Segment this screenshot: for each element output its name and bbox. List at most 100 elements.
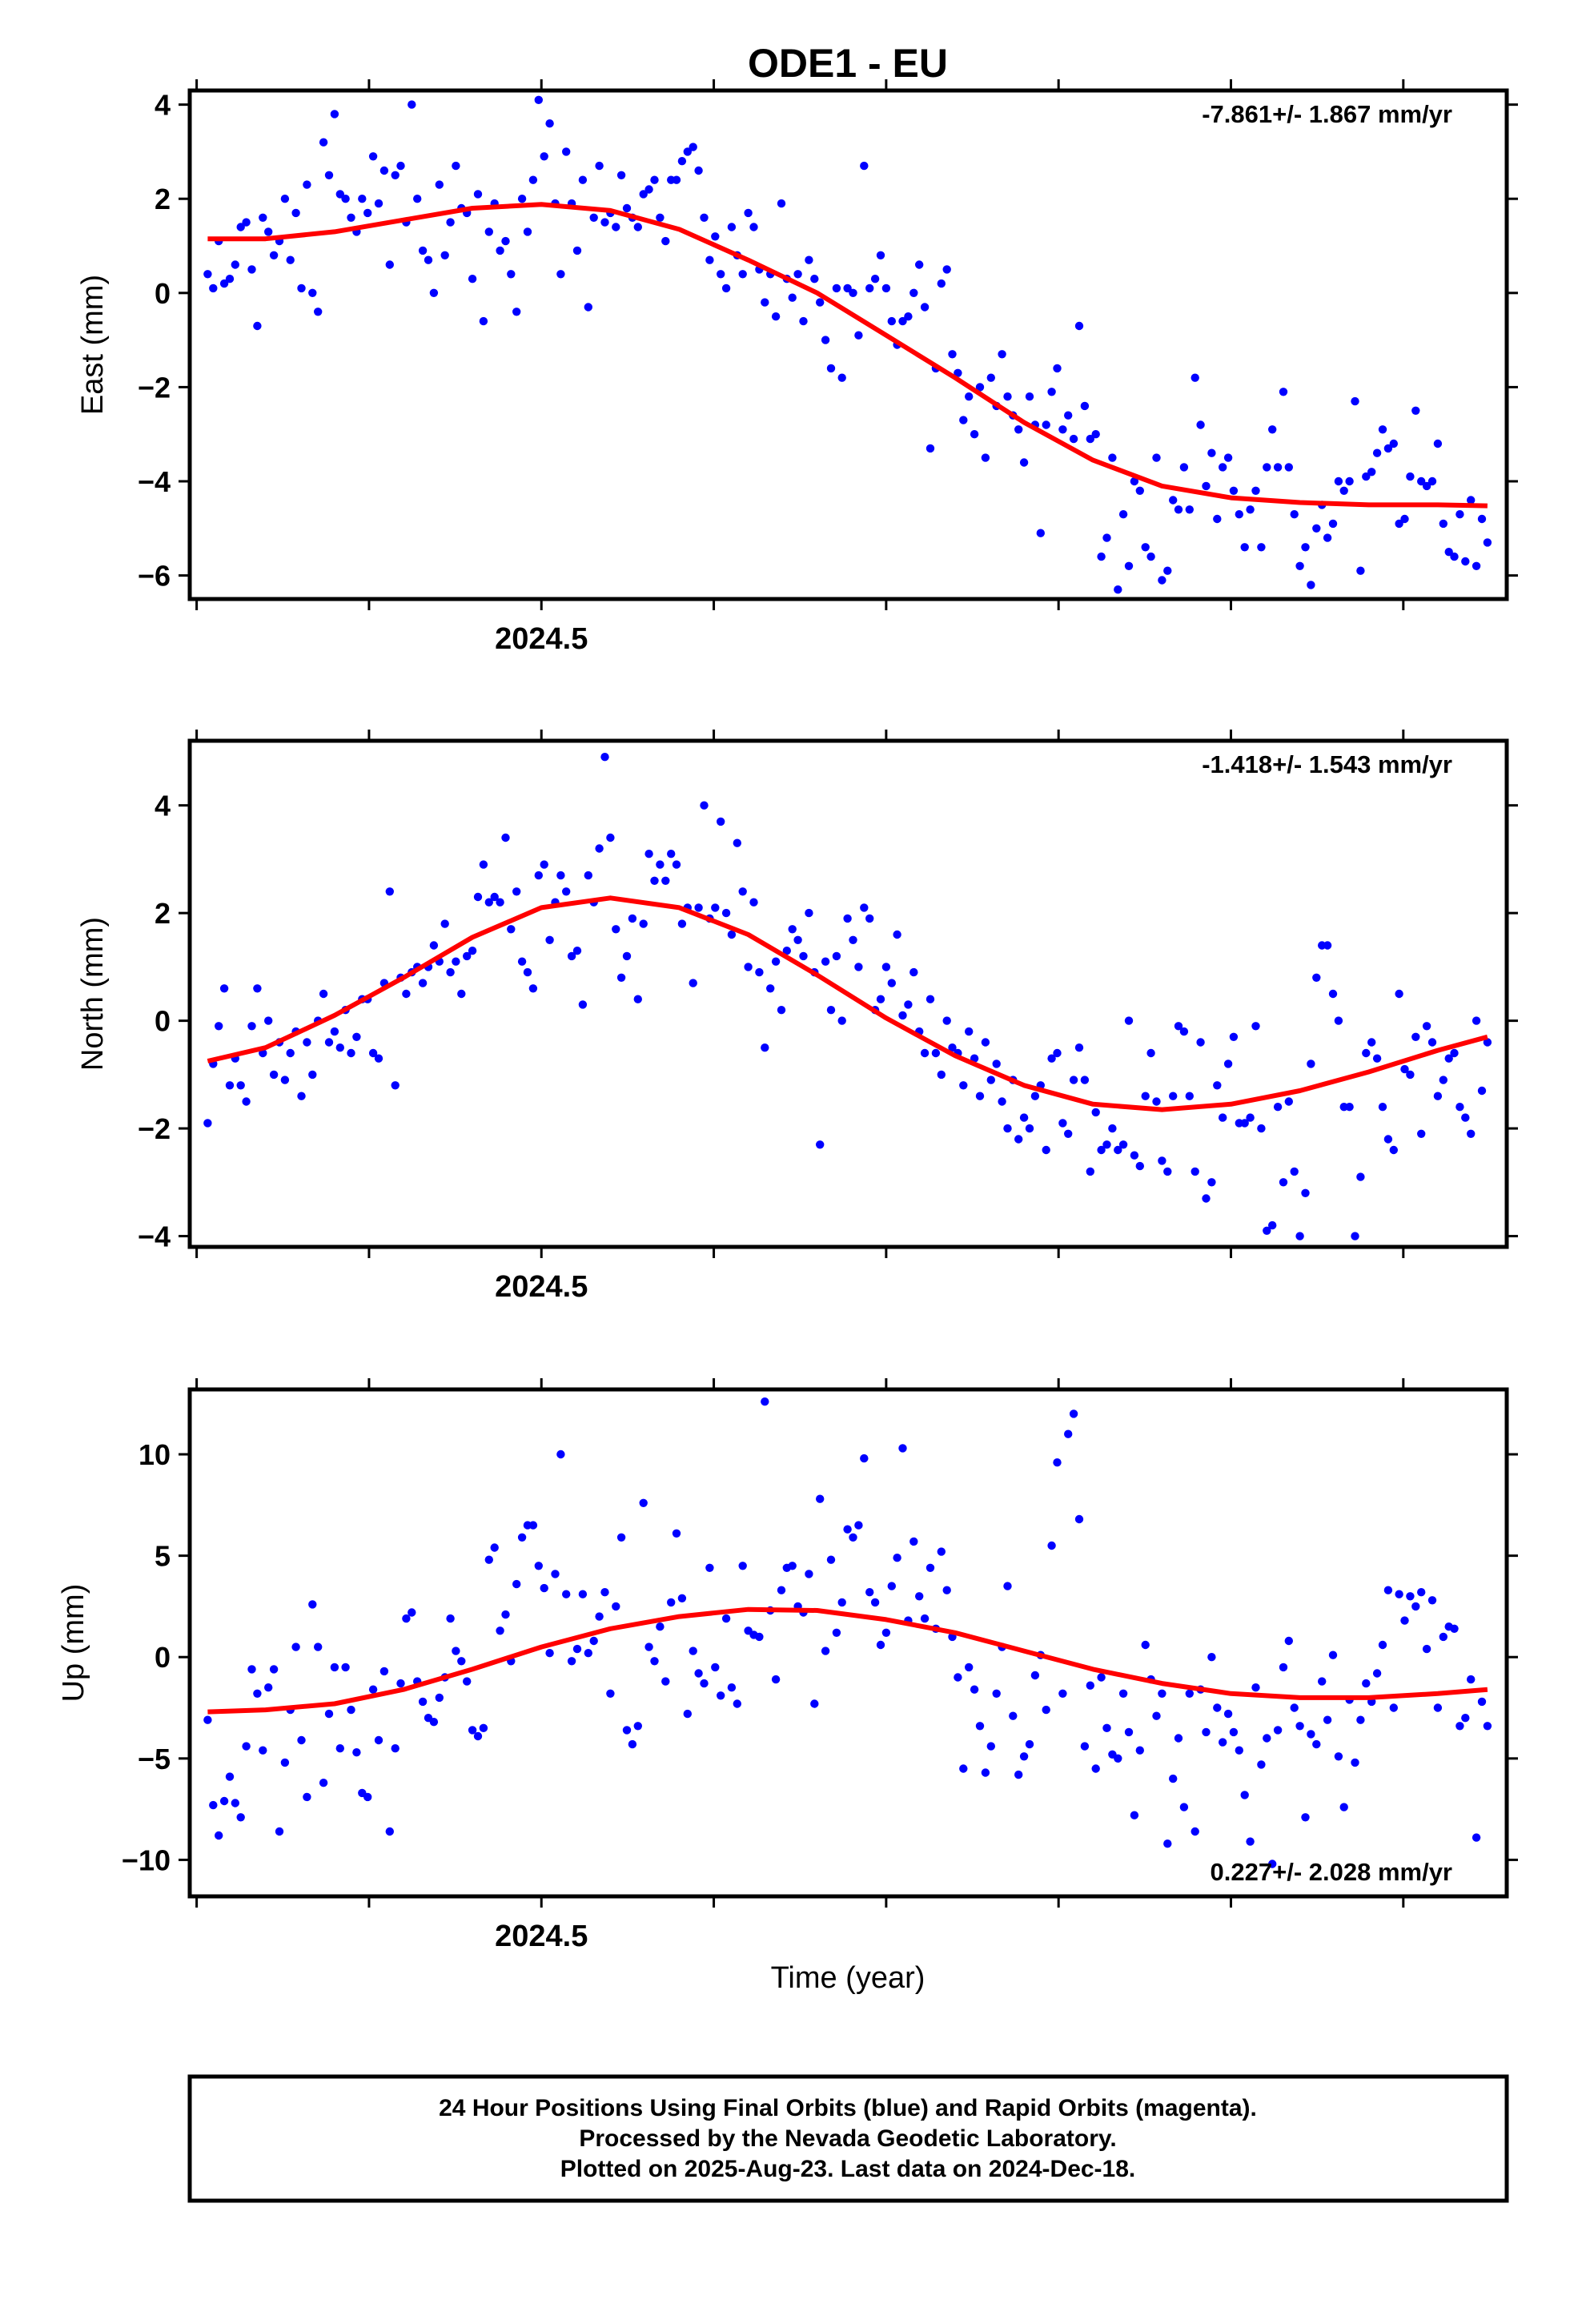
up-data-point — [269, 1665, 279, 1674]
north-data-point — [826, 1006, 836, 1015]
up-data-point — [898, 1444, 907, 1453]
north-data-point — [1372, 1054, 1382, 1063]
north-data-point — [1135, 1161, 1145, 1171]
east-data-point — [954, 368, 962, 377]
north-data-point — [942, 1016, 951, 1025]
east-data-point — [1378, 425, 1387, 434]
north-ytick-label: −4 — [138, 1220, 171, 1253]
east-data-point — [1014, 425, 1023, 434]
up-data-point — [391, 1744, 400, 1753]
north-data-point — [269, 1070, 279, 1080]
up-data-point — [854, 1521, 863, 1530]
up-data-point — [1284, 1636, 1294, 1646]
north-data-point — [335, 1043, 344, 1052]
east-data-point — [335, 190, 344, 199]
east-data-point — [1130, 476, 1139, 486]
east-data-point — [1251, 486, 1260, 495]
north-data-point — [264, 1016, 273, 1025]
north-data-point — [1328, 989, 1338, 999]
east-data-point — [396, 161, 405, 171]
north-data-point — [920, 1048, 930, 1058]
north-data-point — [948, 1043, 957, 1052]
north-data-point — [479, 860, 488, 869]
east-data-point — [231, 260, 239, 269]
north-data-point — [253, 984, 262, 993]
up-data-point — [622, 1726, 632, 1735]
east-data-point — [1124, 561, 1134, 570]
up-data-point — [352, 1748, 361, 1757]
east-data-point — [600, 218, 609, 227]
north-data-point — [429, 941, 439, 950]
up-ytick-label: 0 — [155, 1641, 171, 1674]
east-data-point — [904, 312, 913, 321]
north-data-point — [849, 935, 857, 945]
up-data-point — [1351, 1758, 1359, 1767]
east-data-point — [225, 275, 235, 283]
east-data-point — [496, 246, 504, 255]
up-data-point — [672, 1529, 681, 1538]
up-data-point — [335, 1744, 344, 1753]
east-data-point — [468, 275, 477, 283]
up-data-point — [1251, 1683, 1260, 1692]
east-data-point — [440, 251, 449, 259]
north-data-point — [1025, 1124, 1034, 1133]
up-data-point — [893, 1554, 901, 1562]
east-data-point — [1213, 514, 1222, 524]
up-data-point — [1477, 1697, 1487, 1707]
north-data-point — [1158, 1156, 1166, 1165]
up-data-point — [909, 1537, 918, 1546]
east-data-point — [358, 195, 367, 203]
east-data-point — [865, 283, 874, 293]
north-data-point — [1086, 1167, 1095, 1176]
up-data-point — [1273, 1726, 1283, 1735]
east-data-point — [578, 175, 588, 184]
north-data-point — [215, 1022, 223, 1031]
east-data-point — [1367, 468, 1376, 476]
north-data-point — [242, 1097, 251, 1106]
up-data-point — [1240, 1791, 1249, 1799]
north-data-point — [672, 860, 681, 869]
north-data-point — [1467, 1129, 1476, 1139]
north-data-point — [761, 1043, 769, 1052]
east-data-point — [1339, 486, 1348, 495]
north-data-point — [468, 947, 477, 955]
east-data-point — [1406, 472, 1415, 481]
up-data-point — [970, 1685, 979, 1694]
up-data-point — [1411, 1602, 1420, 1611]
north-data-point — [1422, 1022, 1431, 1031]
up-data-point — [837, 1598, 846, 1607]
up-data-point — [1135, 1746, 1145, 1755]
up-data-point — [942, 1586, 951, 1594]
east-data-point — [341, 195, 350, 203]
east-data-point — [948, 350, 957, 359]
north-data-point — [512, 887, 521, 896]
up-data-point — [297, 1735, 306, 1745]
up-data-point — [727, 1683, 737, 1692]
north-data-point — [528, 984, 538, 993]
north-data-point — [1185, 1092, 1195, 1100]
up-data-point — [1400, 1616, 1409, 1625]
up-rate-label: 0.227+/- 2.028 mm/yr — [1211, 1858, 1452, 1886]
north-data-point — [368, 1048, 378, 1058]
north-data-point — [567, 951, 576, 961]
north-data-point — [1334, 1016, 1343, 1025]
north-rate-label: -1.418+/- 1.543 mm/yr — [1202, 750, 1452, 778]
up-data-point — [1450, 1624, 1459, 1634]
east-data-point — [584, 303, 592, 312]
north-data-point — [854, 963, 863, 971]
east-data-point — [926, 444, 935, 453]
up-data-point — [1174, 1734, 1183, 1743]
east-data-point — [1307, 581, 1315, 589]
up-ytick-label: 10 — [139, 1438, 171, 1471]
east-data-point — [1219, 463, 1227, 472]
east-data-point — [408, 100, 416, 109]
up-data-point — [639, 1498, 648, 1508]
north-data-point — [1074, 1043, 1084, 1052]
north-data-point — [1444, 1054, 1453, 1063]
north-data-point — [303, 1038, 311, 1047]
east-data-point — [1383, 444, 1393, 453]
north-data-point — [1257, 1124, 1266, 1133]
east-data-point — [1114, 585, 1122, 594]
east-data-point — [1064, 411, 1073, 420]
east-data-point — [1174, 505, 1183, 514]
